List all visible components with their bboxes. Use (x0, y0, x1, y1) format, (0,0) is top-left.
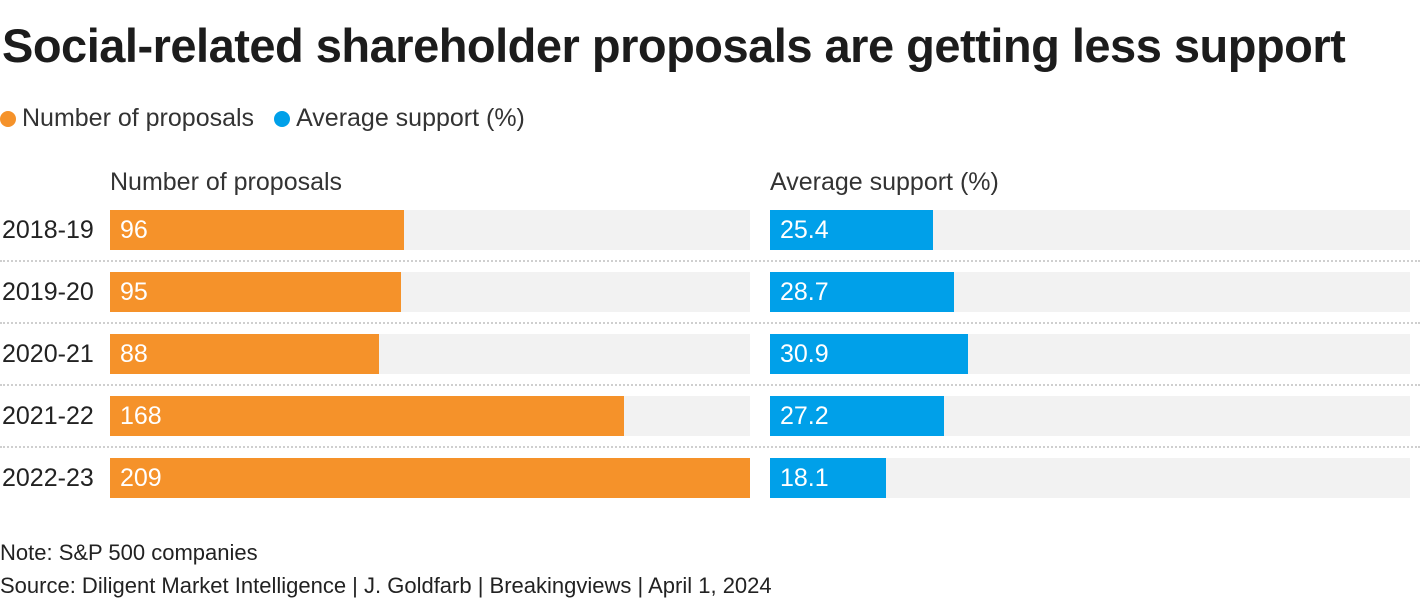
support-bar: 28.7 (770, 272, 954, 312)
support-bar: 27.2 (770, 396, 944, 436)
support-bar: 18.1 (770, 458, 886, 498)
support-bar-track: 28.7 (770, 272, 1410, 312)
data-label: 18.1 (780, 464, 829, 492)
proposals-bar-track: 209 (110, 458, 750, 498)
chart-source: Source: Diligent Market Intelligence | J… (0, 573, 772, 598)
column-header-proposals: Number of proposals (110, 168, 343, 196)
legend-item-support: Average support (%) (274, 104, 525, 133)
category-label: 2020-21 (2, 340, 94, 368)
proposals-bar: 88 (110, 334, 379, 374)
category-label: 2021-22 (2, 402, 94, 430)
row-divider (0, 446, 1420, 448)
proposals-bar-track: 168 (110, 396, 750, 436)
legend-label: Average support (%) (296, 104, 525, 132)
proposals-bar: 168 (110, 396, 624, 436)
row-divider (0, 384, 1420, 386)
support-bar-track: 25.4 (770, 210, 1410, 250)
proposals-bar: 96 (110, 210, 404, 250)
category-label: 2018-19 (2, 216, 94, 244)
legend-dot-orange (0, 110, 16, 127)
proposals-bar: 209 (110, 458, 750, 498)
legend-label: Number of proposals (22, 104, 255, 132)
proposals-bar: 95 (110, 272, 401, 312)
data-label: 209 (120, 464, 162, 492)
proposals-bar-track: 96 (110, 210, 750, 250)
support-bar: 25.4 (770, 210, 933, 250)
column-header-support: Average support (%) (770, 168, 999, 196)
row-divider (0, 260, 1420, 262)
row-divider (0, 322, 1420, 324)
legend-item-proposals: Number of proposals (0, 104, 254, 133)
data-label: 88 (120, 340, 148, 368)
data-label: 28.7 (780, 278, 829, 306)
support-bar-track: 27.2 (770, 396, 1410, 436)
legend: Number of proposals Average support (%) (0, 104, 545, 133)
chart-note: Note: S&P 500 companies (0, 540, 258, 565)
support-bar-track: 30.9 (770, 334, 1410, 374)
data-label: 25.4 (780, 216, 829, 244)
data-label: 168 (120, 402, 162, 430)
data-label: 30.9 (780, 340, 829, 368)
data-label: 27.2 (780, 402, 829, 430)
data-label: 96 (120, 216, 148, 244)
support-bar: 30.9 (770, 334, 968, 374)
proposals-bar-track: 88 (110, 334, 750, 374)
data-label: 95 (120, 278, 148, 306)
category-label: 2022-23 (2, 464, 94, 492)
legend-dot-blue (274, 110, 291, 127)
support-bar-track: 18.1 (770, 458, 1410, 498)
chart-title: Social-related shareholder proposals are… (2, 19, 1346, 72)
category-label: 2019-20 (2, 278, 94, 306)
proposals-bar-track: 95 (110, 272, 750, 312)
